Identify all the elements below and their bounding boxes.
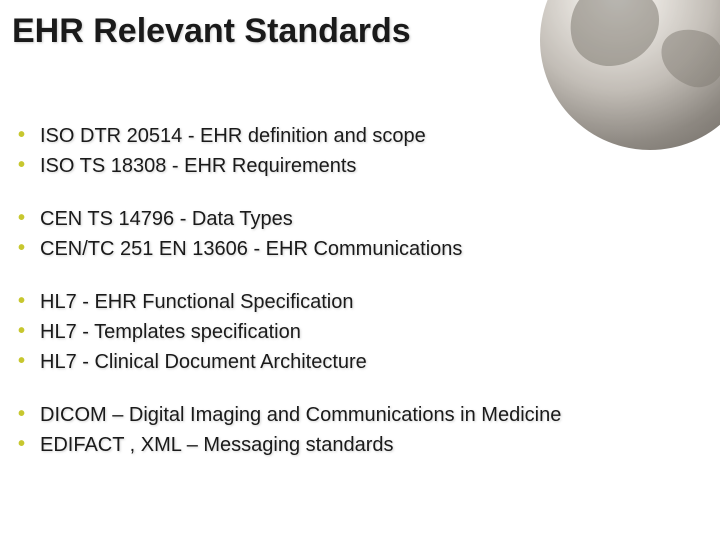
bullet-icon: •	[18, 153, 40, 177]
bullet-group: • ISO DTR 20514 - EHR definition and sco…	[18, 123, 700, 180]
item-text: HL7 - EHR Functional Specification	[40, 289, 353, 316]
content-area: • ISO DTR 20514 - EHR definition and sco…	[18, 120, 700, 485]
item-text: ISO TS 18308 - EHR Requirements	[40, 153, 356, 180]
list-item: • HL7 - EHR Functional Specification	[18, 289, 700, 316]
list-item: • HL7 - Templates specification	[18, 319, 700, 346]
item-text: HL7 - Templates specification	[40, 319, 301, 346]
bullet-icon: •	[18, 123, 40, 147]
item-text: EDIFACT , XML – Messaging standards	[40, 432, 394, 459]
list-item: • DICOM – Digital Imaging and Communicat…	[18, 402, 700, 429]
slide: EHR Relevant Standards • ISO DTR 20514 -…	[0, 0, 720, 540]
bullet-icon: •	[18, 319, 40, 343]
slide-title: EHR Relevant Standards	[12, 12, 411, 51]
item-text: CEN/TC 251 EN 13606 - EHR Communications	[40, 236, 462, 263]
item-text: ISO DTR 20514 - EHR definition and scope	[40, 123, 426, 150]
bullet-icon: •	[18, 349, 40, 373]
bullet-group: • CEN TS 14796 - Data Types • CEN/TC 251…	[18, 206, 700, 263]
list-item: • CEN/TC 251 EN 13606 - EHR Communicatio…	[18, 236, 700, 263]
item-text: HL7 - Clinical Document Architecture	[40, 349, 367, 376]
list-item: • ISO TS 18308 - EHR Requirements	[18, 153, 700, 180]
bullet-group: • DICOM – Digital Imaging and Communicat…	[18, 402, 700, 459]
bullet-icon: •	[18, 432, 40, 456]
bullet-icon: •	[18, 289, 40, 313]
bullet-icon: •	[18, 236, 40, 260]
bullet-icon: •	[18, 402, 40, 426]
bullet-group: • HL7 - EHR Functional Specification • H…	[18, 289, 700, 376]
item-text: CEN TS 14796 - Data Types	[40, 206, 293, 233]
item-text: DICOM – Digital Imaging and Communicatio…	[40, 402, 561, 429]
list-item: • ISO DTR 20514 - EHR definition and sco…	[18, 123, 700, 150]
list-item: • CEN TS 14796 - Data Types	[18, 206, 700, 233]
list-item: • EDIFACT , XML – Messaging standards	[18, 432, 700, 459]
bullet-icon: •	[18, 206, 40, 230]
list-item: • HL7 - Clinical Document Architecture	[18, 349, 700, 376]
